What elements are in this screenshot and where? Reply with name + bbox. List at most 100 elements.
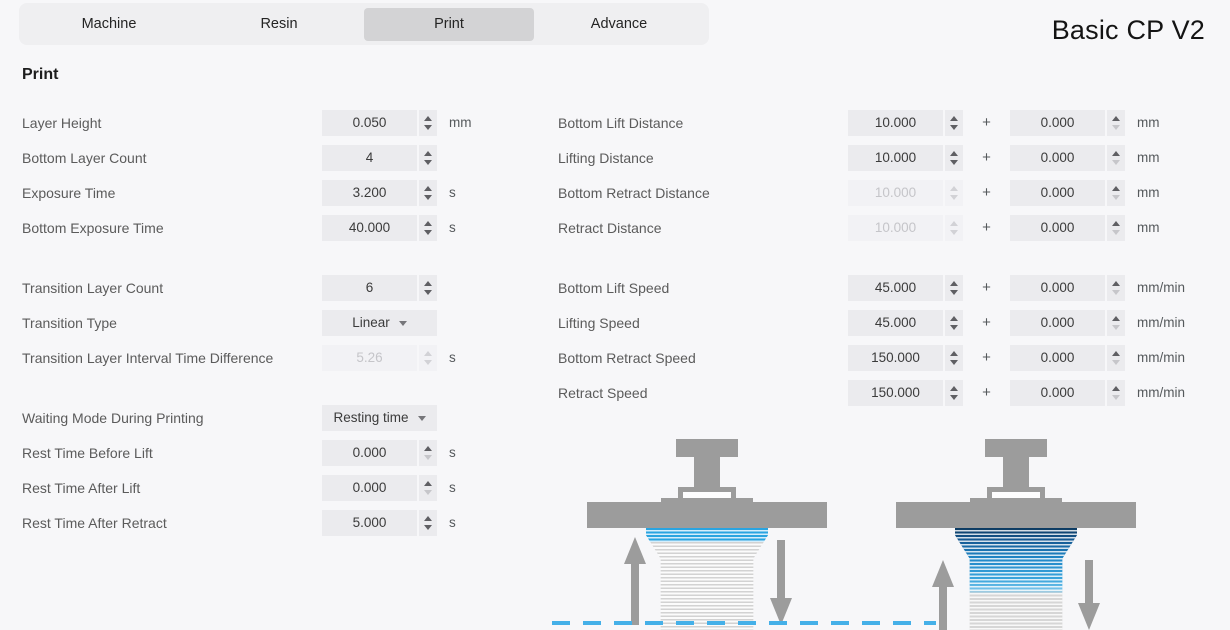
spinner-up-icon[interactable] <box>1112 220 1120 226</box>
build-platform <box>896 502 1136 528</box>
spinner-down-icon[interactable] <box>950 359 958 365</box>
spinner-down-icon[interactable] <box>1112 194 1120 200</box>
section-title-print: Print <box>22 66 59 83</box>
bottom-layer-count-input[interactable]: 4 <box>322 144 417 171</box>
chevron-down-icon <box>398 321 407 326</box>
field-row-rest-before-lift: Rest Time Before Lift 0.000 s <box>22 435 472 470</box>
spinner-up-icon[interactable] <box>424 185 432 191</box>
unit-label: mm/min <box>1137 315 1185 330</box>
spinner-down-icon[interactable] <box>424 489 432 495</box>
spinner-down-icon[interactable] <box>424 229 432 235</box>
arrow-up-icon <box>624 537 646 625</box>
spinner-up-icon[interactable] <box>950 315 958 321</box>
spinner-up-icon[interactable] <box>1112 280 1120 286</box>
spinner-down-icon[interactable] <box>1112 159 1120 165</box>
bottom-lift-speed-input[interactable]: 45.000 <box>848 274 943 301</box>
spinner-down-icon[interactable] <box>950 394 958 400</box>
exposure-time-input[interactable]: 3.200 <box>322 179 417 206</box>
spinner-down-icon[interactable] <box>424 454 432 460</box>
bottom-exposure-time-input[interactable]: 40.000 <box>322 214 417 241</box>
spinner-down-icon[interactable] <box>950 159 958 165</box>
arrow-up-icon <box>932 560 954 630</box>
spinner-down-icon[interactable] <box>1112 394 1120 400</box>
layer-height-input[interactable]: 0.050 <box>322 109 417 136</box>
arrow-down-icon <box>1078 560 1100 630</box>
spinner-down-icon[interactable] <box>424 194 432 200</box>
spinner-up-icon[interactable] <box>424 480 432 486</box>
field-label: Lifting Distance <box>558 149 654 166</box>
lifting-distance-input[interactable]: 10.000 <box>848 144 943 171</box>
spinner-up-icon[interactable] <box>424 115 432 121</box>
transition-layer-count-input[interactable]: 6 <box>322 274 417 301</box>
spinner-up-icon[interactable] <box>1112 315 1120 321</box>
spinner-up-icon[interactable] <box>950 350 958 356</box>
bottom-lift-distance-input[interactable]: 10.000 <box>848 109 943 136</box>
lifting-speed-extra-input[interactable]: 0.000 <box>1010 309 1105 336</box>
rest-time-after-retract-input[interactable]: 5.000 <box>322 509 417 536</box>
bottom-retract-speed-extra-input[interactable]: 0.000 <box>1010 344 1105 371</box>
field-row-lifting-distance: Lifting Distance 10.000 + 0.000 mm <box>558 140 1185 175</box>
spinner-up-icon[interactable] <box>1112 115 1120 121</box>
spinner-up-icon[interactable] <box>1112 350 1120 356</box>
spinner-down-icon <box>950 229 958 235</box>
spinner-up-icon[interactable] <box>424 280 432 286</box>
bottom-retract-speed-spinner <box>945 344 963 371</box>
spinner-up-icon[interactable] <box>424 220 432 226</box>
field-row-bottom-lift-distance: Bottom Lift Distance 10.000 + 0.000 mm <box>558 105 1185 140</box>
left-settings-column: Layer Height 0.050 mm Bottom Layer Count… <box>22 105 472 540</box>
spinner-down-icon[interactable] <box>950 289 958 295</box>
spinner-up-icon[interactable] <box>950 385 958 391</box>
build-platform <box>587 502 827 528</box>
arrow-down-icon <box>770 540 792 625</box>
unit-label: mm/min <box>1137 385 1185 400</box>
unit-label: s <box>449 185 456 200</box>
lifting-distance-extra-input[interactable]: 0.000 <box>1010 144 1105 171</box>
spinner-down-icon[interactable] <box>1112 289 1120 295</box>
spinner-up-icon[interactable] <box>424 445 432 451</box>
tab-machine[interactable]: Machine <box>81 16 137 32</box>
spinner-down-icon[interactable] <box>950 324 958 330</box>
spinner-down-icon[interactable] <box>424 524 432 530</box>
spinner-up-icon[interactable] <box>1112 150 1120 156</box>
unit-label: s <box>449 445 456 460</box>
spinner-down-icon[interactable] <box>424 289 432 295</box>
bottom-retract-distance-extra-input[interactable]: 0.000 <box>1010 179 1105 206</box>
spinner-down-icon[interactable] <box>1112 229 1120 235</box>
transition-type-dropdown[interactable]: Linear <box>322 309 437 336</box>
spinner-down-icon[interactable] <box>950 124 958 130</box>
field-row-retract-speed: Retract Speed 150.000 + 0.000 mm/min <box>558 375 1185 410</box>
field-row-bottom-exposure-time: Bottom Exposure Time 40.000 s <box>22 210 472 245</box>
tab-resin[interactable]: Resin <box>260 16 298 32</box>
spinner-down-icon <box>424 359 432 365</box>
spinner-up-icon[interactable] <box>1112 185 1120 191</box>
spinner-down-icon[interactable] <box>1112 324 1120 330</box>
retract-speed-input[interactable]: 150.000 <box>848 379 943 406</box>
rest-time-after-lift-spinner <box>419 474 437 501</box>
field-label: Bottom Retract Distance <box>558 184 710 201</box>
spinner-down-icon[interactable] <box>1112 359 1120 365</box>
retract-distance-extra-input[interactable]: 0.000 <box>1010 214 1105 241</box>
field-label: Rest Time After Retract <box>22 514 167 531</box>
spinner-up-icon[interactable] <box>424 150 432 156</box>
field-row-bottom-retract-distance: Bottom Retract Distance 10.000 + 0.000 m… <box>558 175 1185 210</box>
spinner-up-icon[interactable] <box>950 280 958 286</box>
rest-time-before-lift-input[interactable]: 0.000 <box>322 439 417 466</box>
spinner-down-icon[interactable] <box>424 159 432 165</box>
plus-separator: + <box>982 314 991 331</box>
spinner-up-icon[interactable] <box>1112 385 1120 391</box>
bottom-lift-speed-extra-input[interactable]: 0.000 <box>1010 274 1105 301</box>
retract-speed-extra-input[interactable]: 0.000 <box>1010 379 1105 406</box>
bottom-retract-speed-input[interactable]: 150.000 <box>848 344 943 371</box>
bottom-lift-distance-extra-input[interactable]: 0.000 <box>1010 109 1105 136</box>
tab-advance[interactable]: Advance <box>590 16 648 32</box>
spinner-down-icon[interactable] <box>1112 124 1120 130</box>
rest-time-after-lift-input[interactable]: 0.000 <box>322 474 417 501</box>
field-row-rest-after-retract: Rest Time After Retract 5.000 s <box>22 505 472 540</box>
spinner-down-icon[interactable] <box>424 124 432 130</box>
waiting-mode-dropdown[interactable]: Resting time <box>322 404 437 431</box>
spinner-up-icon[interactable] <box>950 115 958 121</box>
lifting-speed-input[interactable]: 45.000 <box>848 309 943 336</box>
tab-print[interactable]: Print <box>364 7 534 41</box>
spinner-up-icon[interactable] <box>424 515 432 521</box>
spinner-up-icon[interactable] <box>950 150 958 156</box>
